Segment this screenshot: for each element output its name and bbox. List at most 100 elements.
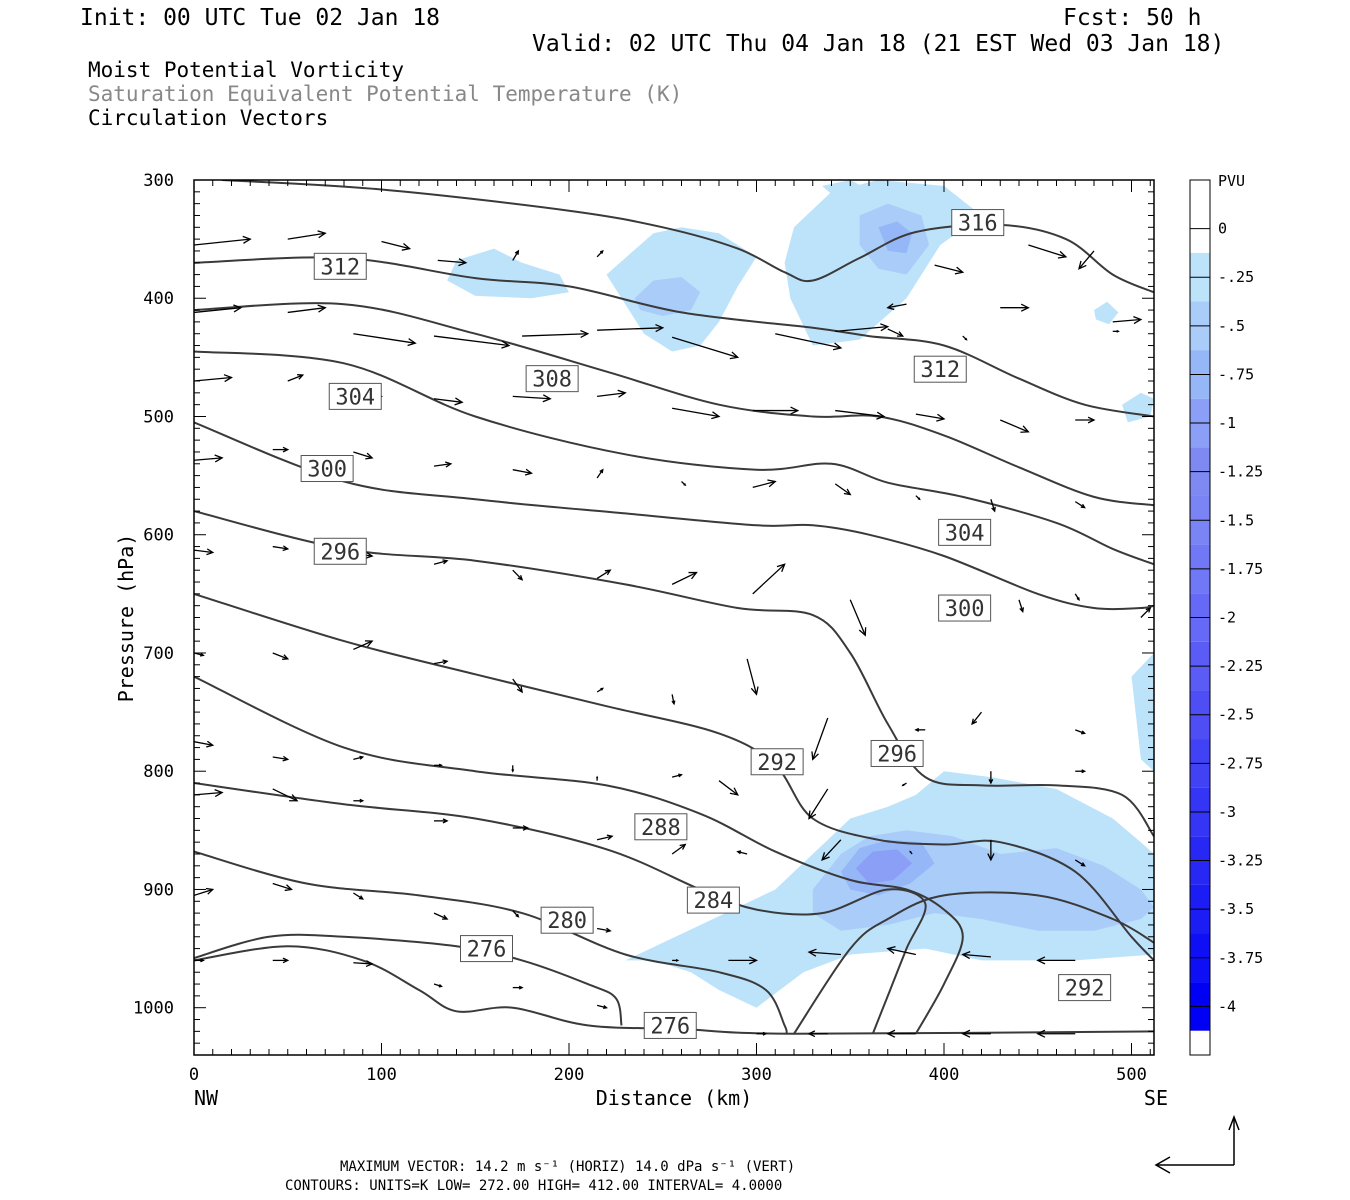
colorbar-tick-label: 0 (1218, 220, 1227, 238)
vector-shaft (1075, 729, 1085, 734)
circulation-vector (671, 571, 698, 585)
vector-head (808, 810, 817, 820)
contour-label-box (460, 935, 513, 963)
circulation-vector (596, 569, 612, 580)
valid-time-text: Valid: 02 UTC Thu 04 Jan 18 (21 EST Wed … (532, 31, 1224, 57)
theta-es-contour-304 (194, 350, 1154, 566)
vector-head (964, 337, 968, 341)
vector-head (580, 329, 590, 339)
vector-head (454, 397, 464, 406)
vector-head (1080, 862, 1086, 867)
x-tick-label: 300 (741, 1065, 772, 1085)
vector-head (671, 700, 676, 706)
vector-shaft (194, 457, 223, 461)
vector-head (876, 411, 886, 420)
vector-head (807, 1030, 816, 1038)
colorbar-tick-label: -3.5 (1218, 900, 1254, 918)
circulation-vector (999, 419, 1030, 433)
circulation-vector (909, 850, 913, 855)
circulation-vector (728, 956, 758, 965)
circulation-vector (194, 235, 252, 246)
circulation-vector (987, 839, 995, 862)
colorbar-swatch (1190, 180, 1210, 205)
init-text: Init: 00 UTC Tue 02 Jan 18 (80, 5, 440, 31)
contour-label-text: 276 (650, 1014, 690, 1039)
circulation-vector (596, 1004, 608, 1010)
contour-label-text: 292 (757, 751, 797, 776)
contour-label-text: 296 (877, 742, 917, 767)
x-axis-title: Distance (km) (596, 1086, 753, 1110)
vector-head (991, 506, 996, 513)
vector-shaft (596, 1004, 607, 1009)
colorbar-tick-label: -2.75 (1218, 754, 1263, 772)
vector-head (282, 446, 290, 453)
circulation-vector (287, 304, 327, 314)
vector-head (442, 914, 449, 920)
circulation-vector (915, 413, 946, 422)
pv-region (1094, 301, 1119, 325)
colorbar-tick-label: -3 (1218, 803, 1236, 821)
vector-head (359, 755, 365, 760)
vector-shaft (1140, 607, 1151, 618)
vector-head (886, 946, 896, 954)
circulation-vector (746, 658, 759, 696)
vector-head (679, 843, 687, 850)
vector-head (599, 468, 604, 474)
max-vector-text: MAXIMUM VECTOR: 14.2 m s⁻¹ (HORIZ) 14.0 … (340, 1159, 795, 1175)
colorbar-tick-label: -2.5 (1218, 706, 1254, 724)
pv-colorbar: 0 -.25 -.5 -.75 -1 -1.25 -1.5 -1.75 -2 -2.25 -2.5 -… (1189, 179, 1263, 1056)
colorbar-tick-label: -1 (1218, 414, 1236, 432)
vector-head (1087, 416, 1096, 424)
contour-label-276: 276 (460, 935, 513, 963)
vector-head (961, 951, 971, 960)
vector-head (284, 884, 293, 892)
vector-head (987, 853, 995, 862)
pv-region (878, 221, 913, 254)
vector-shaft (849, 599, 866, 636)
circulation-vector (672, 407, 721, 420)
circulation-vector (597, 927, 612, 933)
vector-shaft (671, 336, 738, 358)
vector-shaft (272, 882, 292, 891)
vector-head (678, 773, 683, 778)
vector-head (1020, 425, 1030, 433)
reference-vector (1154, 1114, 1240, 1174)
y-tick-label: 1000 (133, 999, 174, 1019)
vector-shaft (194, 238, 251, 246)
circulation-vector (1074, 501, 1086, 509)
vector-shaft (194, 741, 213, 746)
contour-label-box (938, 594, 992, 622)
y-tick-label: 400 (143, 289, 174, 309)
vector-shaft (671, 694, 675, 704)
vector-head (199, 652, 205, 657)
circulation-vector (433, 461, 453, 468)
contour-label-box (686, 886, 740, 914)
colorbar-tick-label: -1.25 (1218, 463, 1263, 481)
vector-shaft (999, 419, 1029, 433)
circulation-vector (512, 825, 530, 831)
circulation-vector (962, 335, 968, 341)
vector-head (954, 266, 965, 275)
left-endpoint-label: NW (194, 1086, 219, 1110)
vector-head (675, 958, 680, 962)
contour-label-text: 296 (320, 540, 360, 565)
vector-head (442, 559, 449, 565)
vector-head (603, 1005, 608, 1010)
colorbar-tick-label: -1.5 (1218, 511, 1254, 529)
colorbar-tick-label: -3.25 (1218, 852, 1263, 870)
vector-shaft (512, 250, 519, 261)
circulation-vector (437, 258, 468, 267)
vector-shaft (194, 376, 232, 382)
contour-label-292: 292 (750, 748, 804, 776)
contour-label-280: 280 (540, 906, 594, 934)
vector-head (206, 548, 215, 556)
y-tick-label: 800 (143, 762, 174, 782)
vector-head (1145, 606, 1152, 613)
vector-shaft (194, 549, 213, 554)
circulation-vector (807, 1030, 828, 1038)
vector-head (501, 340, 511, 349)
vector-shaft (287, 232, 326, 240)
field-title-vectors: Circulation Vectors (88, 106, 328, 130)
vector-head (364, 640, 374, 648)
vector-head (880, 323, 890, 332)
